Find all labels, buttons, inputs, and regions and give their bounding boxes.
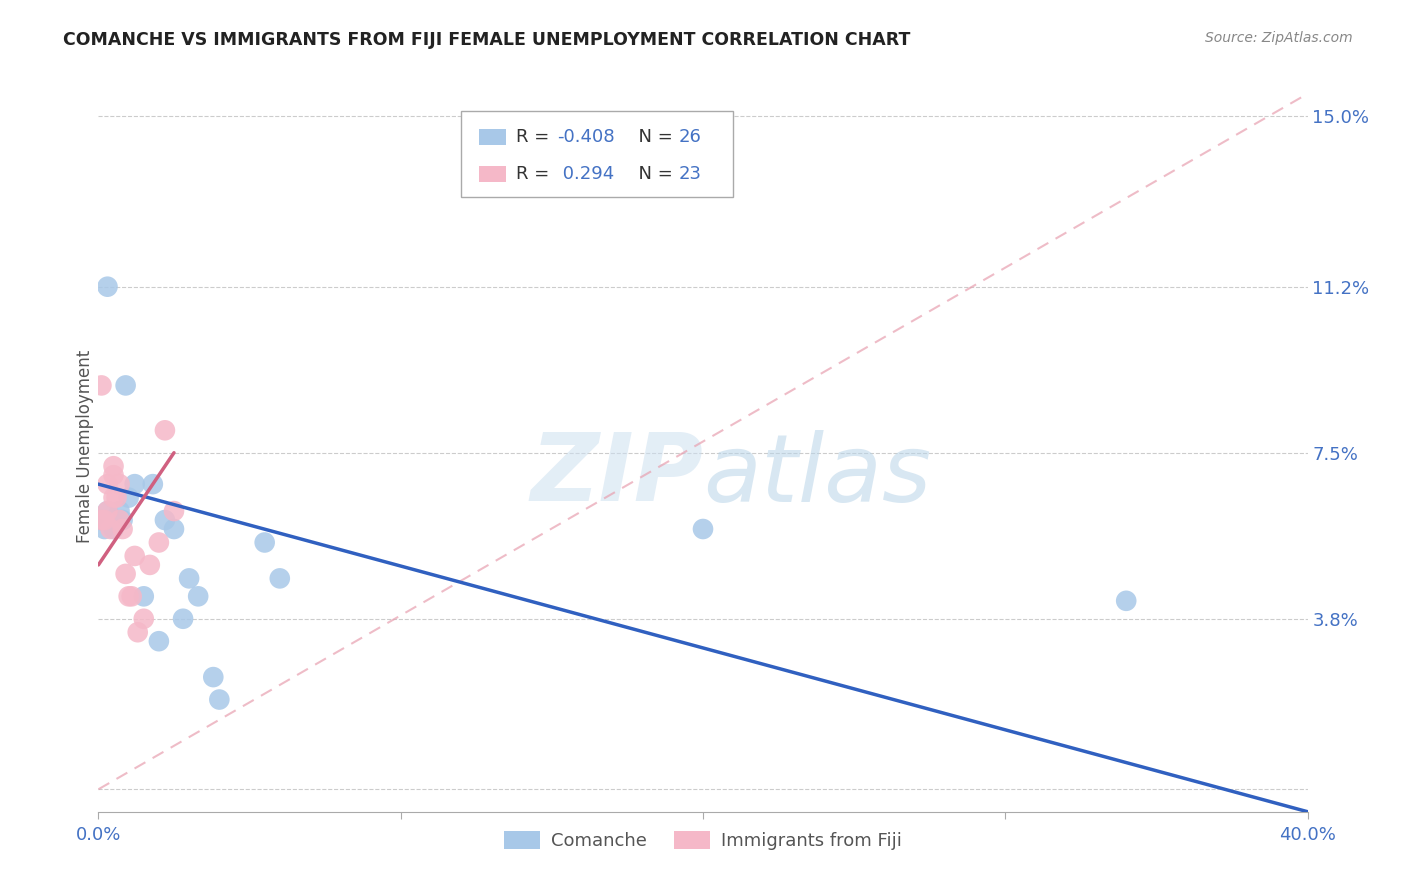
Point: [103, 468, 125, 483]
Point: [90, 513, 112, 527]
FancyBboxPatch shape: [461, 111, 734, 197]
Legend: Comanche, Immigrants from Fiji: Comanche, Immigrants from Fiji: [505, 830, 901, 850]
Text: 0.294: 0.294: [557, 165, 614, 183]
Point: [103, 522, 125, 536]
Point: [124, 549, 146, 563]
Point: [148, 634, 170, 648]
Text: Source: ZipAtlas.com: Source: ZipAtlas.com: [1205, 31, 1353, 45]
Point: [90, 513, 112, 527]
Point: [208, 692, 231, 706]
Point: [124, 477, 146, 491]
Point: [153, 513, 176, 527]
Point: [692, 522, 714, 536]
Point: [108, 513, 131, 527]
Point: [108, 477, 131, 491]
Point: [96, 279, 118, 293]
Point: [142, 477, 165, 491]
Point: [96, 477, 118, 491]
Point: [103, 491, 125, 505]
Point: [179, 571, 201, 585]
Point: [253, 535, 276, 549]
Point: [163, 504, 186, 518]
Point: [96, 504, 118, 518]
Text: N =: N =: [627, 165, 678, 183]
Point: [114, 566, 136, 581]
Point: [172, 612, 194, 626]
Point: [132, 590, 155, 604]
Point: [139, 558, 162, 572]
Text: 26: 26: [679, 128, 702, 145]
Point: [108, 504, 131, 518]
Point: [93, 522, 115, 536]
Point: [93, 513, 115, 527]
FancyBboxPatch shape: [479, 166, 506, 182]
Point: [103, 459, 125, 474]
Text: N =: N =: [627, 128, 678, 145]
Point: [90, 378, 112, 392]
Point: [202, 670, 225, 684]
Point: [163, 522, 186, 536]
Point: [111, 513, 134, 527]
Point: [269, 571, 291, 585]
Text: R =: R =: [516, 165, 554, 183]
Point: [100, 522, 122, 536]
Text: 23: 23: [679, 165, 702, 183]
Point: [114, 378, 136, 392]
Point: [96, 504, 118, 518]
Point: [118, 590, 141, 604]
Text: -0.408: -0.408: [557, 128, 614, 145]
Text: atlas: atlas: [703, 430, 931, 521]
Point: [148, 535, 170, 549]
Text: COMANCHE VS IMMIGRANTS FROM FIJI FEMALE UNEMPLOYMENT CORRELATION CHART: COMANCHE VS IMMIGRANTS FROM FIJI FEMALE …: [63, 31, 911, 49]
Point: [1115, 594, 1137, 608]
Point: [153, 423, 176, 437]
Text: R =: R =: [516, 128, 554, 145]
Point: [105, 513, 128, 527]
Point: [105, 491, 128, 505]
Point: [111, 522, 134, 536]
Y-axis label: Female Unemployment: Female Unemployment: [76, 350, 94, 542]
Point: [118, 491, 141, 505]
Point: [127, 625, 149, 640]
FancyBboxPatch shape: [479, 128, 506, 145]
Point: [132, 612, 155, 626]
Text: ZIP: ZIP: [530, 429, 703, 521]
Point: [121, 590, 143, 604]
Point: [100, 513, 122, 527]
Point: [187, 590, 209, 604]
